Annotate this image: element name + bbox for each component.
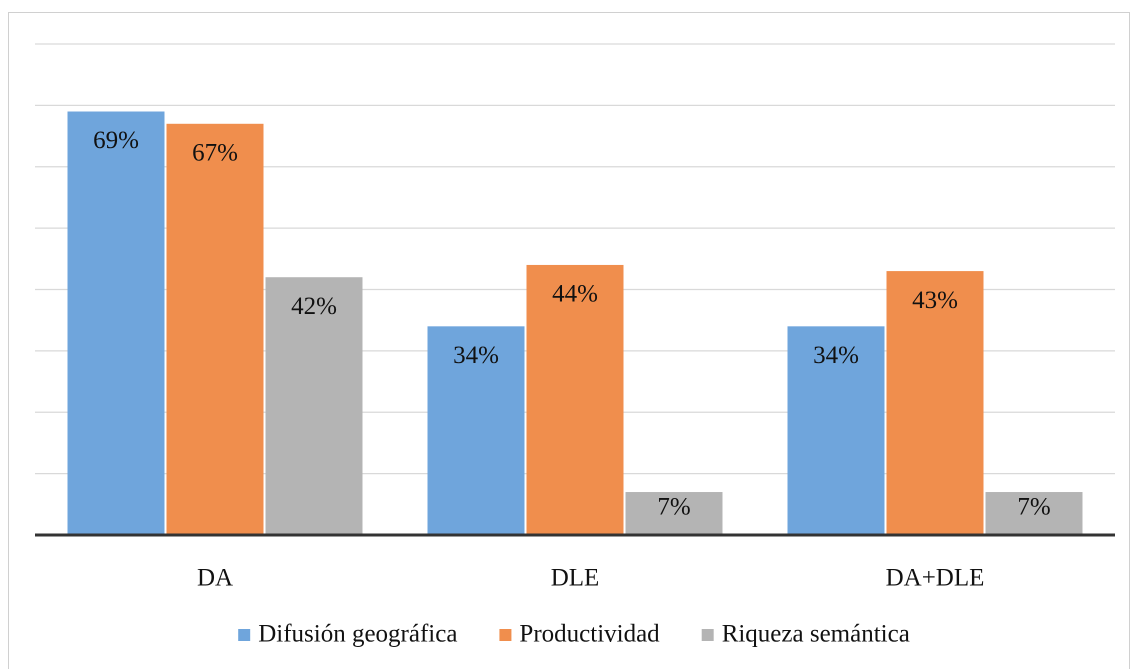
legend-marker <box>499 629 512 641</box>
data-label: 7% <box>1017 493 1050 520</box>
bar <box>67 111 165 535</box>
bar <box>526 264 624 535</box>
bar <box>427 326 525 535</box>
data-label: 69% <box>93 127 139 154</box>
data-label: 42% <box>291 293 337 320</box>
bar <box>886 271 984 535</box>
data-label: 44% <box>552 281 598 308</box>
data-label: 34% <box>453 342 499 369</box>
data-label: 43% <box>912 287 958 314</box>
legend-marker <box>701 629 714 641</box>
data-label: 7% <box>657 493 690 520</box>
bar <box>166 123 264 535</box>
data-label: 67% <box>192 140 238 167</box>
bar <box>265 277 363 535</box>
bar <box>787 326 885 535</box>
bar <box>625 492 723 535</box>
legend-label: Riqueza semántica <box>722 621 910 648</box>
legend-label: Difusión geográfica <box>258 621 457 648</box>
bar <box>985 492 1083 535</box>
x-tick-label: DA <box>197 565 233 592</box>
x-tick-label: DLE <box>551 565 600 592</box>
data-label: 34% <box>813 342 859 369</box>
legend-marker <box>238 629 251 641</box>
legend-label: Productividad <box>519 621 660 648</box>
x-tick-label: DA+DLE <box>886 565 985 592</box>
